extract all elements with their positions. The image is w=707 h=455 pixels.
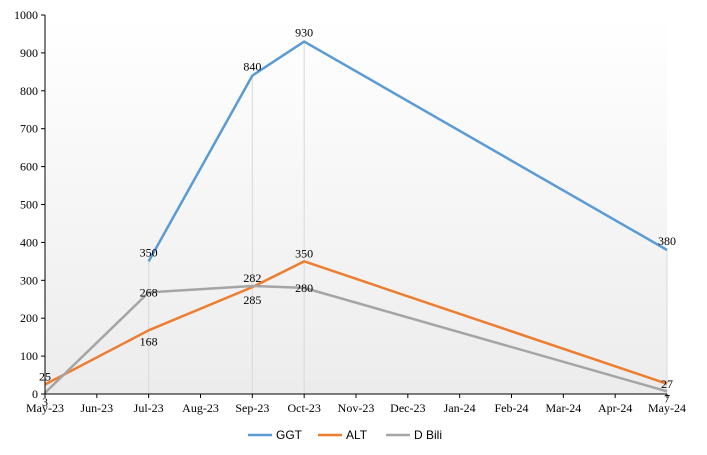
data-label: 25 bbox=[39, 370, 51, 384]
data-label: 930 bbox=[295, 26, 313, 40]
x-tick-label: May-23 bbox=[26, 401, 64, 415]
x-tick-label: Jun-23 bbox=[80, 401, 113, 415]
series-line-d-bili bbox=[44, 284, 668, 394]
x-tick-label: Jul-23 bbox=[134, 401, 164, 415]
y-tick-label: 300 bbox=[20, 273, 38, 287]
y-tick-label: 400 bbox=[20, 235, 38, 249]
x-tick-label: Oct-23 bbox=[288, 401, 321, 415]
data-label: 285 bbox=[243, 293, 261, 307]
series-line-ggt bbox=[147, 40, 668, 262]
legend-label: ALT bbox=[346, 428, 368, 442]
y-tick-label: 200 bbox=[20, 311, 38, 325]
y-tick-label: 900 bbox=[20, 46, 38, 60]
y-tick-label: 0 bbox=[32, 387, 38, 401]
data-label: 350 bbox=[295, 246, 313, 260]
legend: GGT ALT D Bili bbox=[248, 428, 442, 442]
y-tick-label: 700 bbox=[20, 122, 38, 136]
x-tick-label: Jan-24 bbox=[444, 401, 476, 415]
y-tick-label: 500 bbox=[20, 198, 38, 212]
x-tick-label: Apr-24 bbox=[598, 401, 632, 415]
data-label: 168 bbox=[140, 334, 158, 348]
x-tick-label: Nov-23 bbox=[338, 401, 375, 415]
data-label: 27 bbox=[661, 377, 673, 391]
data-label: 268 bbox=[140, 285, 158, 299]
y-tick-label: 100 bbox=[20, 349, 38, 363]
x-tick-label: Dec-23 bbox=[390, 401, 425, 415]
data-label: 380 bbox=[658, 234, 676, 248]
data-label: 3 bbox=[42, 395, 48, 409]
data-labels: 350 840 930 380 25 168 282 350 27 3 268 285 280 7 bbox=[39, 26, 676, 409]
x-tick-label: Feb-24 bbox=[495, 401, 529, 415]
data-label: 280 bbox=[295, 281, 313, 295]
data-label: 282 bbox=[243, 271, 261, 285]
series-lines bbox=[44, 40, 668, 394]
y-tick-label: 1000 bbox=[14, 8, 38, 22]
x-tick-label: Mar-24 bbox=[545, 401, 581, 415]
y-tick-label: 600 bbox=[20, 160, 38, 174]
data-label: 840 bbox=[243, 60, 261, 74]
x-tick-label: May-24 bbox=[648, 401, 686, 415]
axes: 0 100 200 300 400 500 600 700 800 900 1000 May-23 Ju… bbox=[14, 8, 686, 415]
legend-label: GGT bbox=[276, 428, 303, 442]
drop-lines bbox=[44, 41, 668, 394]
legend-label: D Bili bbox=[414, 428, 442, 442]
x-tick-label: Aug-23 bbox=[182, 401, 219, 415]
data-label: 7 bbox=[664, 391, 670, 405]
data-label: 350 bbox=[140, 245, 158, 259]
y-tick-label: 800 bbox=[20, 84, 38, 98]
x-tick-label: Sep-23 bbox=[235, 401, 269, 415]
